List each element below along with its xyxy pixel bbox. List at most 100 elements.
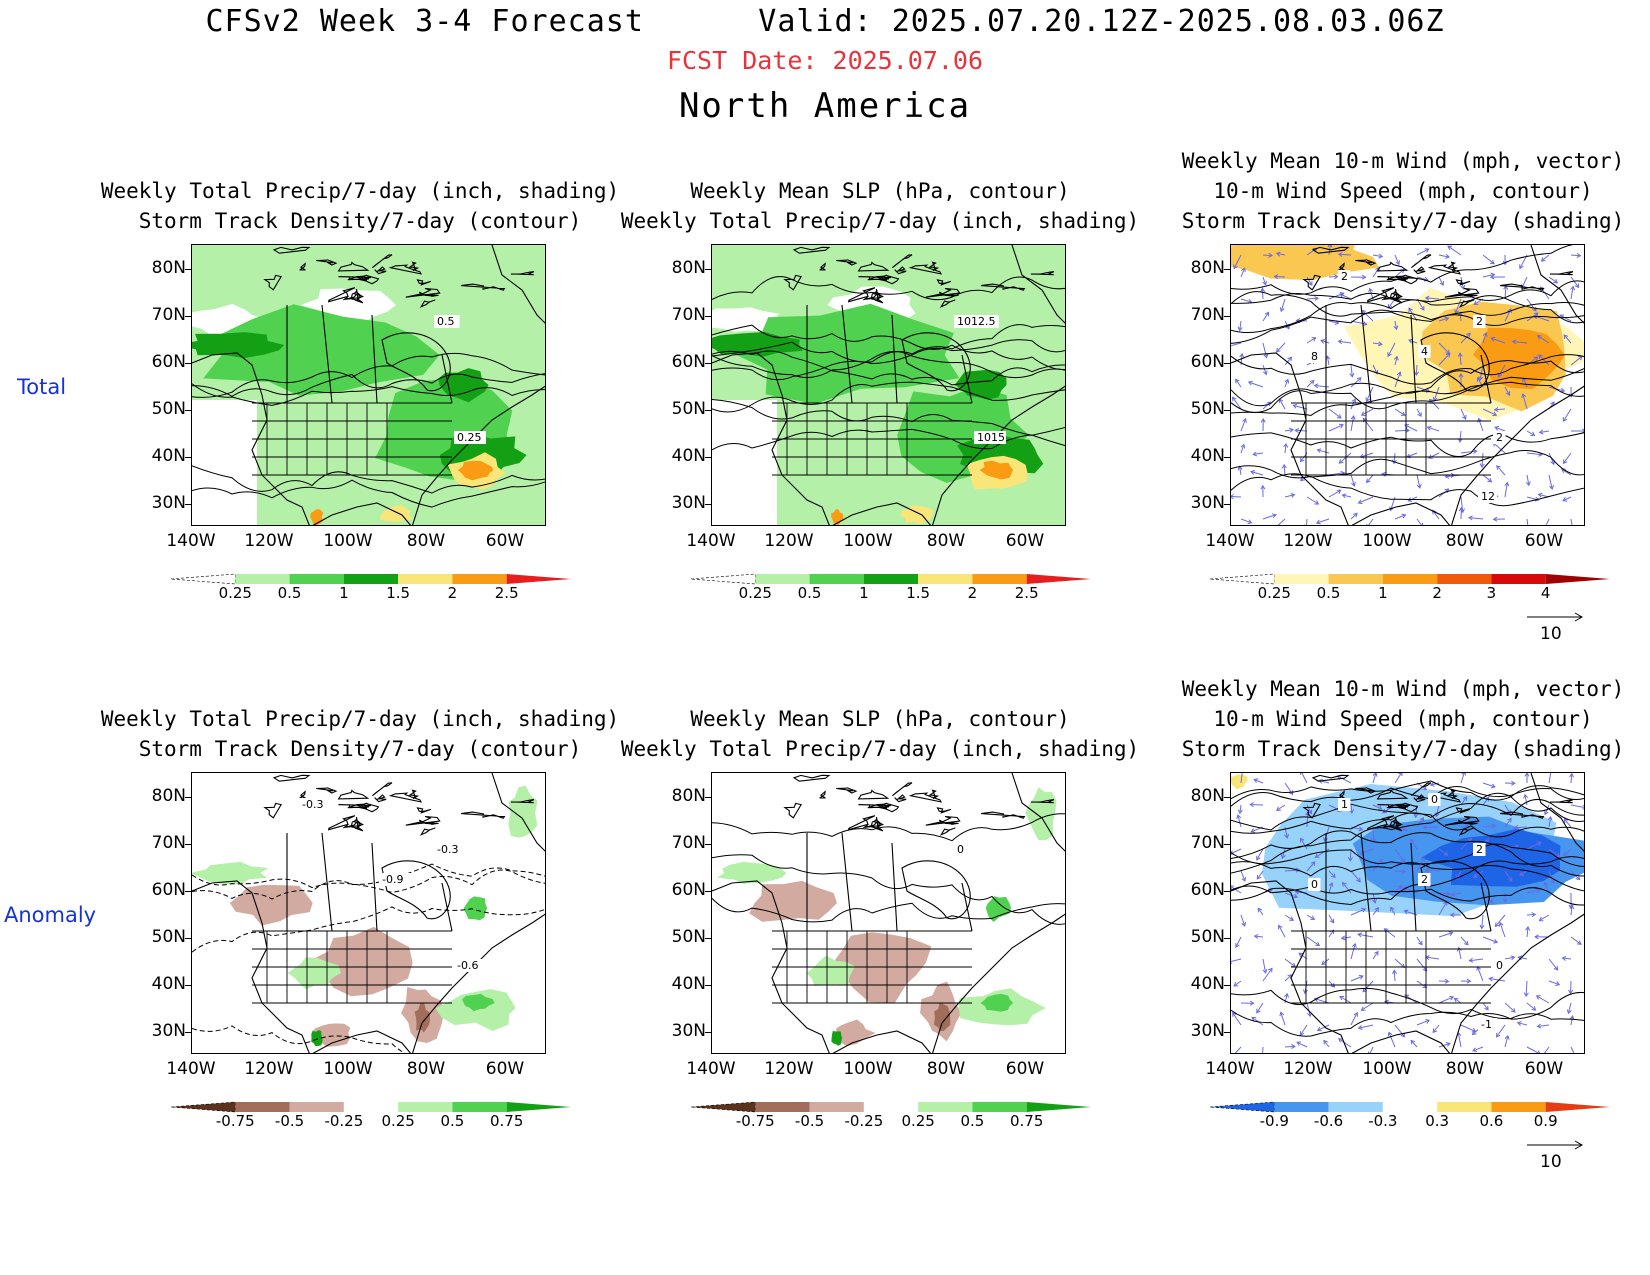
contour-label-bg [1493,431,1506,444]
lat-tick-label: 60N [671,880,706,900]
colorbar-precip_total [171,573,571,585]
map-plot: -0.3 -0.6 -0.3 -0.9 [192,773,545,1053]
colorbar-segment [171,573,236,585]
lat-tick-label: 70N [151,833,186,853]
colorbar-segment [755,1102,810,1112]
colorbar-segment [1437,574,1492,584]
map-p4: -0.3 -0.6 -0.3 -0.9 [191,772,546,1054]
precip-anom-wet [831,1031,843,1046]
lat-tick [705,457,711,458]
lon-tick-label: 120W [1283,1059,1333,1079]
panel-title-p3: Weekly Mean 10-m Wind (mph, vector) 10-m … [1103,146,1650,236]
lon-tick-label: 60W [1005,1059,1045,1079]
lat-tick [1224,316,1230,317]
panel-title-line: Storm Track Density/7-day (contour) [138,737,582,761]
contour-label: 2 [1496,431,1503,444]
contour-label-bg [974,431,1006,444]
lon-tick-label: 100W [1362,531,1412,551]
colorbar-precip_anom [691,1101,1091,1113]
contour-label: 2 [1341,270,1348,283]
slp-anom-contours [712,813,1065,925]
contour-label-bg [1478,490,1497,503]
colorbar-segment [1210,573,1275,585]
colorbar-segment [452,1102,507,1112]
colorbar-storm_anom [1210,1101,1610,1113]
lon-tick-label: 100W [323,1059,373,1079]
panel-title-p2: Weekly Mean SLP (hPa, contour) Weekly Tot… [580,176,1180,236]
colorbar-label: 0.3 [1425,1112,1450,1130]
lat-tick [705,316,711,317]
coastline [1231,773,1584,1053]
panel-title-line: Storm Track Density/7-day (shading) [1181,737,1625,761]
lat-tick-label: 80N [671,786,706,806]
panel-title-line: Weekly Total Precip/7-day (inch, shading… [100,707,620,731]
lat-tick [705,844,711,845]
colorbar-segment [1026,574,1091,584]
colorbar-label: 1 [339,584,349,602]
vector-reference-label: 10 [1540,1152,1562,1172]
colorbar-label: -0.3 [1368,1112,1398,1130]
colorbar-segment [343,1102,399,1112]
colorbar-label: -0.9 [1259,1112,1289,1130]
dry-west [192,400,257,525]
contour-label: -0.3 [302,798,323,811]
lat-tick [185,1032,191,1033]
region-title: North America [678,86,972,126]
panel-title-p4: Weekly Total Precip/7-day (inch, shading… [60,704,660,764]
lat-tick [1224,457,1230,458]
lon-tick-label: 80W [926,531,966,551]
vector-reference-label: 10 [1540,624,1562,644]
colorbar-segment [235,1102,290,1112]
lat-tick-label: 60N [671,352,706,372]
panel-title-p5: Weekly Mean SLP (hPa, contour) Weekly Tot… [580,704,1180,764]
contour-label: 8 [1311,350,1318,363]
lat-tick-label: 50N [1190,399,1225,419]
lat-tick-label: 40N [151,446,186,466]
colorbar-label: -0.75 [735,1112,775,1130]
contour-label-bg [454,959,486,972]
lat-tick-label: 70N [671,305,706,325]
lat-tick-label: 40N [671,974,706,994]
contour-label-bg [1308,350,1321,363]
contour-label-bg [1308,878,1321,891]
colorbar-label: -0.25 [844,1112,884,1130]
colorbar-label: 1.5 [386,584,411,602]
colorbar-label: 0.75 [490,1112,524,1130]
lat-tick [185,457,191,458]
colorbar-segment [1210,1101,1275,1113]
lon-tick-label: 100W [843,531,893,551]
contour-label: 1012.5 [957,315,996,328]
colorbar-segment [1382,1102,1438,1112]
lon-tick-label: 80W [1445,1059,1485,1079]
lat-tick-label: 60N [1190,880,1225,900]
colorbar-precip_anom [171,1101,571,1113]
colorbar-segment [691,573,756,585]
colorbar-label: 2 [1432,584,1442,602]
colorbar-precip_total [691,573,1091,585]
wind-vectors [1231,245,1584,525]
contour-label: 1 [1341,798,1348,811]
panel-title-line: Weekly Mean 10-m Wind (mph, vector) [1181,677,1625,701]
lat-tick-label: 70N [1190,833,1225,853]
lat-tick [185,797,191,798]
precip-anom-wet [287,957,341,990]
colorbar-segment [343,574,399,584]
colorbar-label: 0.5 [277,584,302,602]
contour-label-bg [1428,793,1441,806]
colorbar-segment [1274,574,1329,584]
lat-tick-label: 40N [671,446,706,466]
colorbar-segment [1491,1102,1546,1112]
colorbar-label: 0.5 [960,1112,985,1130]
contour-label-bg [1473,843,1486,856]
lon-tick-label: 60W [485,531,525,551]
lat-tick [705,938,711,939]
colorbar-label: -0.6 [1313,1112,1344,1130]
panel-title-line: 10-m Wind Speed (mph, contour) [1213,707,1593,731]
lat-tick-label: 70N [1190,305,1225,325]
precip-area [736,303,960,404]
panel-title-line: Weekly Mean SLP (hPa, contour) [690,179,1070,203]
colorbar-label: 0.75 [1010,1112,1044,1130]
colorbar-segment [1328,1102,1383,1112]
lat-tick [185,985,191,986]
lat-tick [1224,410,1230,411]
